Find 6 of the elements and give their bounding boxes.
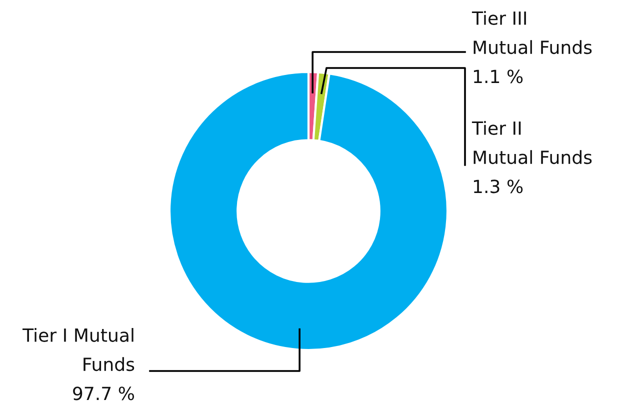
slice-label: Tier III Mutual Funds bbox=[472, 11, 592, 54]
data-label: 97.7 % bbox=[73, 386, 134, 400]
slice-label: Tier I Mutual Funds bbox=[22, 328, 134, 372]
data-label: 1.1 % bbox=[474, 70, 523, 84]
slice-label: Tier II Mutual Funds bbox=[472, 121, 592, 164]
data-label: 1.3 % bbox=[474, 180, 523, 194]
